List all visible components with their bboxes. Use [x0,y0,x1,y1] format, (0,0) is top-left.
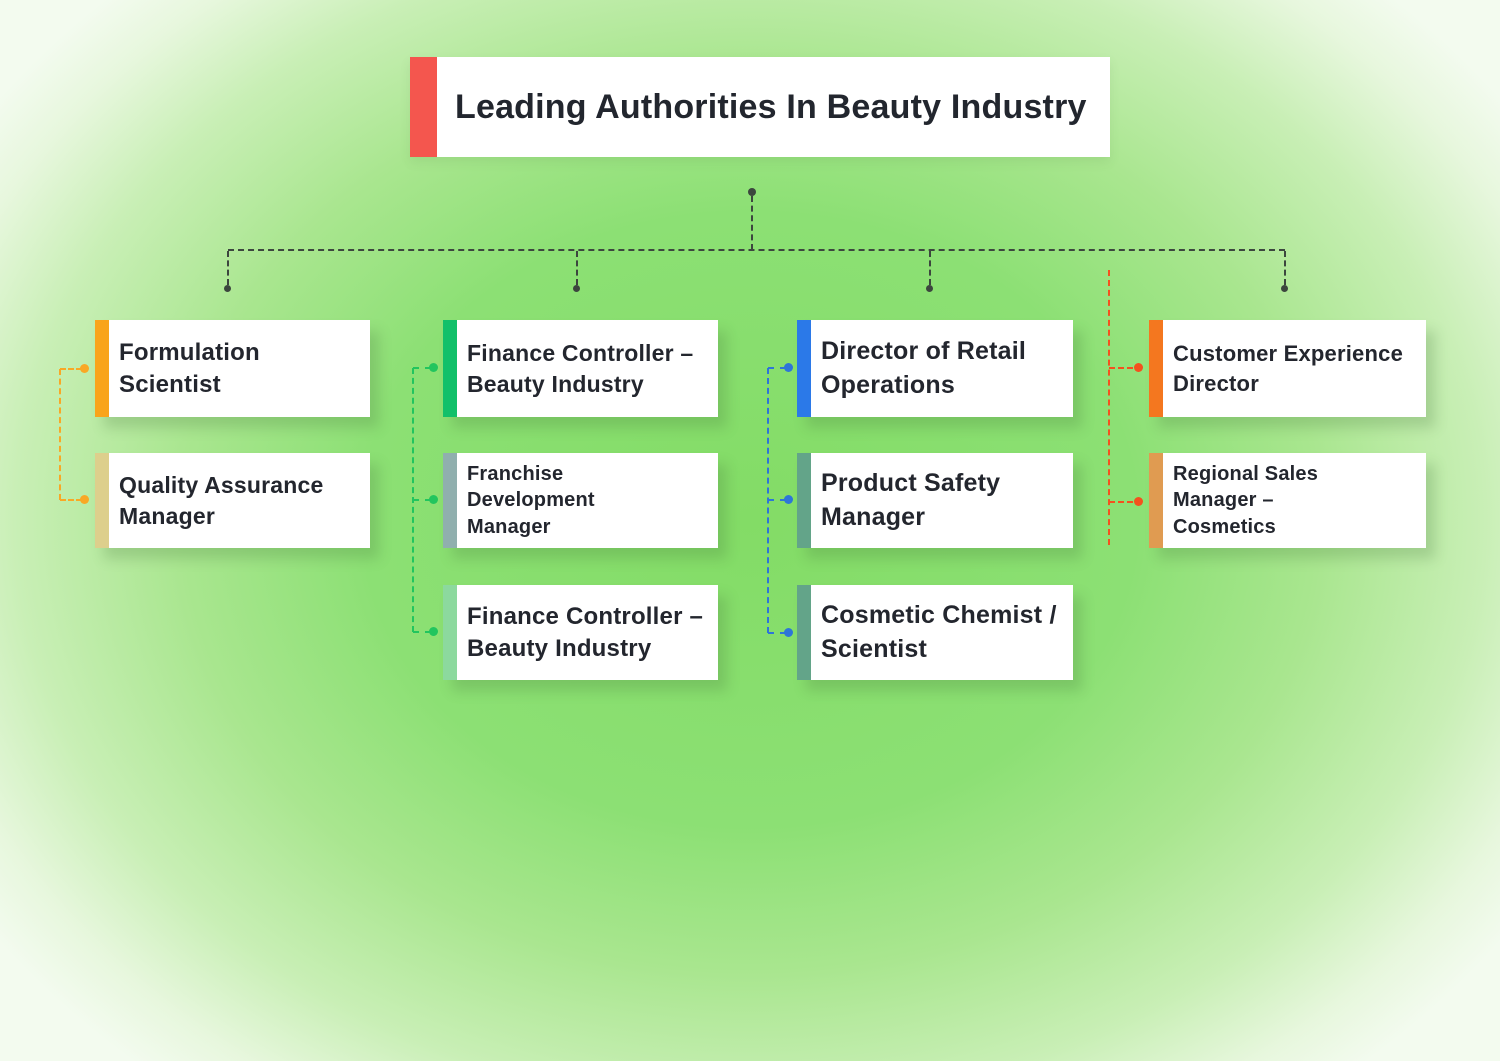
org-node-product-safety-manager: Product Safety Manager [797,453,1073,548]
tree-drop-dot-4 [1281,285,1288,292]
org-node-label: Franchise Development Manager [467,462,595,538]
tree-drop-3 [929,251,931,285]
tree-drop-4 [1284,251,1286,285]
col3-bracket-dot-2 [784,495,793,504]
org-node-label: Finance Controller – Beauty Industry [467,602,704,662]
org-node-cosmetic-chemist-scientist: Cosmetic Chemist / Scientist [797,585,1073,680]
col1-bracket-stub-2 [60,499,82,501]
org-node-label: Formulation Scientist [119,338,260,398]
col2-bracket-dot-1 [429,363,438,372]
org-node-label: Quality Assurance Manager [119,471,324,529]
chart-title-box: Leading Authorities In Beauty Industry [410,57,1110,157]
col2-bracket-stub-2 [413,499,431,501]
col3-bracket-stub-2 [768,499,786,501]
tree-drop-dot-2 [573,285,580,292]
tree-root-dot [748,188,756,196]
tree-drop-1 [227,251,229,285]
col2-bracket-dot-2 [429,495,438,504]
tree-drop-2 [576,251,578,285]
accent-bar [443,453,457,548]
accent-bar [797,585,811,680]
tree-root-stem [751,196,753,250]
accent-bar [443,585,457,680]
col3-bracket-dot-1 [784,363,793,372]
col1-bracket-line [59,369,61,500]
col4-bracket-stub-1 [1109,367,1133,369]
org-node-finance-controller-2: Finance Controller – Beauty Industry [443,585,718,680]
org-node-label: Regional Sales Manager – Cosmetics [1173,462,1319,538]
col1-bracket-dot-1 [80,364,89,373]
col1-bracket-stub-1 [60,368,82,370]
title-accent-bar [410,57,437,157]
col4-bracket-dot-2 [1134,497,1143,506]
page-title: Leading Authorities In Beauty Industry [455,87,1087,126]
col4-bracket-line [1108,270,1110,545]
col4-bracket-dot-1 [1134,363,1143,372]
org-node-label: Cosmetic Chemist / Scientist [821,601,1057,663]
org-node-franchise-development-manager: Franchise Development Manager [443,453,718,548]
org-node-regional-sales-manager: Regional Sales Manager – Cosmetics [1149,453,1426,548]
tree-drop-dot-3 [926,285,933,292]
org-node-formulation-scientist: Formulation Scientist [95,320,370,417]
org-node-customer-experience-director: Customer Experience Director [1149,320,1426,417]
accent-bar [797,453,811,548]
org-node-label: Customer Experience Director [1173,341,1403,396]
col3-bracket-stub-1 [768,367,786,369]
org-node-quality-assurance-manager: Quality Assurance Manager [95,453,370,548]
col3-bracket-dot-3 [784,628,793,637]
org-node-label: Director of Retail Operations [821,337,1027,399]
col4-bracket-stub-2 [1109,501,1133,503]
accent-bar [95,320,109,417]
col2-bracket-dot-3 [429,627,438,636]
accent-bar [797,320,811,417]
org-node-label: Finance Controller – Beauty Industry [467,339,694,397]
org-node-director-retail-operations: Director of Retail Operations [797,320,1073,417]
col1-bracket-dot-2 [80,495,89,504]
tree-horizontal-rail [228,249,1285,251]
col2-bracket-stub-3 [413,631,431,633]
accent-bar [95,453,109,548]
accent-bar [443,320,457,417]
accent-bar [1149,453,1163,548]
tree-drop-dot-1 [224,285,231,292]
accent-bar [1149,320,1163,417]
org-node-label: Product Safety Manager [821,469,1001,531]
col3-bracket-stub-3 [768,632,786,634]
org-node-finance-controller-1: Finance Controller – Beauty Industry [443,320,718,417]
col2-bracket-stub-1 [413,367,431,369]
